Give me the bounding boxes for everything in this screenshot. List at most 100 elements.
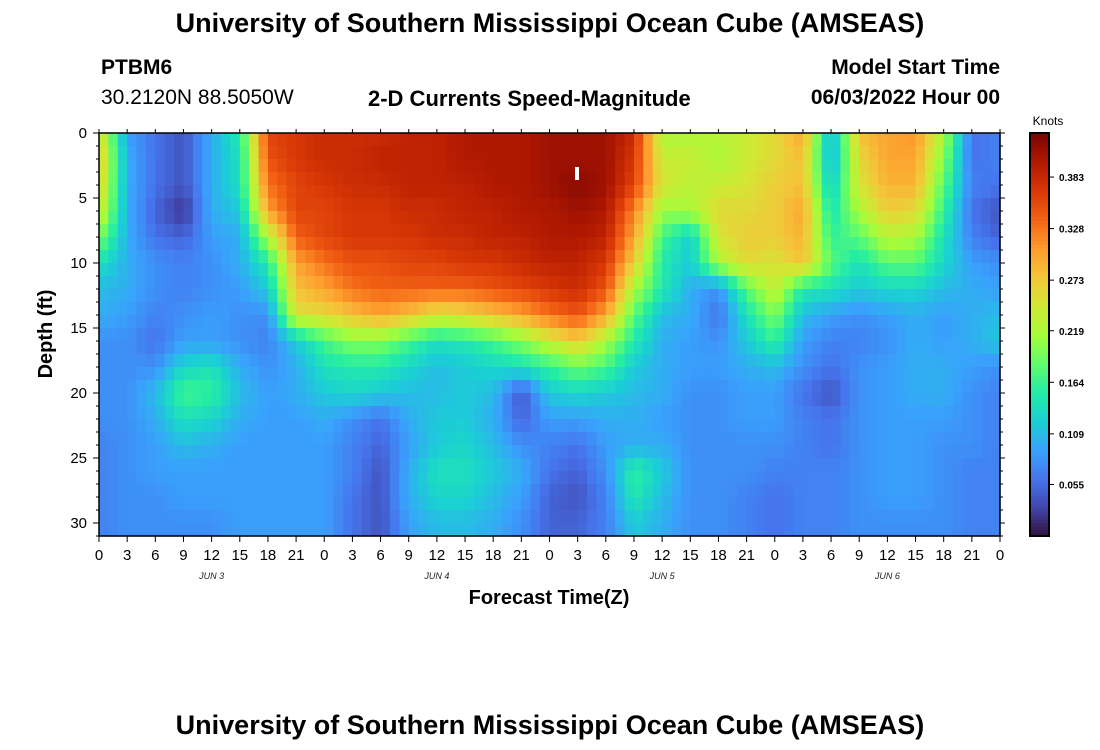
heatmap-cell (502, 250, 513, 264)
heatmap-cell (680, 224, 691, 238)
heatmap-cell (474, 393, 485, 407)
heatmap-cell (774, 159, 785, 173)
heatmap-cell (859, 419, 870, 433)
heatmap-cell (755, 146, 766, 160)
y-tick-label: 5 (79, 190, 87, 207)
heatmap-cell (286, 523, 297, 537)
heatmap-cell (249, 445, 260, 459)
heatmap-cell (221, 484, 231, 498)
heatmap-cell (558, 159, 569, 173)
heatmap-cell (258, 133, 269, 147)
x-tick-label: 9 (405, 547, 413, 564)
heatmap-cell (202, 367, 213, 381)
heatmap-cell (587, 341, 598, 355)
colorbar-swatch (1030, 505, 1049, 510)
heatmap-cell (108, 198, 119, 212)
heatmap-cell (615, 302, 626, 316)
heatmap-cell (314, 393, 325, 407)
heatmap-cell (868, 237, 879, 251)
heatmap-cell (258, 458, 269, 472)
heatmap-cell (859, 341, 870, 355)
heatmap-cell (802, 367, 813, 381)
heatmap-cell (145, 341, 156, 355)
heatmap-cell (277, 497, 288, 511)
heatmap-cell (877, 419, 888, 433)
heatmap-cell (136, 237, 147, 251)
heatmap-cell (408, 276, 419, 290)
colorbar-swatch (1030, 512, 1049, 517)
heatmap-cell (530, 185, 541, 199)
heatmap-cell (117, 406, 128, 420)
heatmap-cell (596, 302, 607, 316)
heatmap-cell (840, 523, 851, 537)
heatmap-cell (483, 172, 494, 186)
heatmap-cell (755, 224, 766, 238)
colorbar-swatch (1030, 408, 1049, 413)
heatmap-cell (343, 250, 354, 264)
colorbar-swatch (1030, 421, 1049, 426)
heatmap-cell (314, 419, 325, 433)
heatmap-cell (840, 289, 851, 303)
heatmap-cell (577, 172, 588, 186)
heatmap-cell (690, 497, 701, 511)
heatmap-cell (530, 198, 541, 212)
heatmap-cell (690, 237, 701, 251)
heatmap-cell (831, 458, 842, 472)
heatmap-cell (727, 276, 738, 290)
heatmap-cell (840, 172, 851, 186)
heatmap-cell (502, 393, 513, 407)
heatmap-cell (868, 445, 879, 459)
heatmap-cell (183, 432, 194, 446)
heatmap-cell (474, 484, 485, 498)
heatmap-cell (324, 497, 335, 511)
heatmap-cell (549, 276, 560, 290)
heatmap-cell (765, 133, 776, 147)
heatmap-cell (859, 302, 870, 316)
heatmap-cell (765, 302, 776, 316)
heatmap-cell (990, 406, 1001, 420)
heatmap-cell (333, 159, 344, 173)
heatmap-cell (727, 471, 738, 485)
heatmap-cell (934, 471, 945, 485)
heatmap-cell (699, 146, 710, 160)
heatmap-cell (502, 133, 513, 147)
heatmap-cell (192, 523, 203, 537)
heatmap-cell (549, 432, 560, 446)
heatmap-cell (427, 523, 438, 537)
heatmap-cell (915, 302, 926, 316)
heatmap-cell (746, 250, 757, 264)
heatmap-cell (568, 133, 579, 147)
heatmap-cell (192, 302, 203, 316)
heatmap-cell (202, 185, 213, 199)
heatmap-cell (521, 458, 532, 472)
heatmap-cell (877, 146, 888, 160)
heatmap-cell (615, 471, 626, 485)
heatmap-cell (643, 211, 654, 225)
heatmap-cell (633, 471, 644, 485)
heatmap-cell (831, 367, 842, 381)
heatmap-cell (709, 432, 720, 446)
heatmap-cell (737, 315, 748, 329)
heatmap-cell (633, 302, 644, 316)
heatmap-cell (718, 289, 729, 303)
heatmap-cell (568, 185, 579, 199)
heatmap-cell (699, 510, 710, 524)
heatmap-cell (164, 159, 175, 173)
heatmap-cell (408, 406, 419, 420)
heatmap-cell (305, 432, 316, 446)
heatmap-cell (230, 341, 241, 355)
heatmap-cell (765, 445, 776, 459)
heatmap-cell (718, 302, 729, 316)
heatmap-cell (117, 315, 128, 329)
heatmap-cell (558, 419, 569, 433)
heatmap-cell (174, 276, 185, 290)
heatmap-cell (493, 159, 504, 173)
heatmap-cell (549, 211, 560, 225)
heatmap-cell (784, 328, 795, 342)
heatmap-cell (145, 133, 156, 147)
heatmap-cell (971, 367, 982, 381)
heatmap-cell (164, 393, 175, 407)
heatmap-cell (502, 380, 513, 394)
colorbar-swatch (1030, 186, 1049, 191)
heatmap-cell (314, 315, 325, 329)
